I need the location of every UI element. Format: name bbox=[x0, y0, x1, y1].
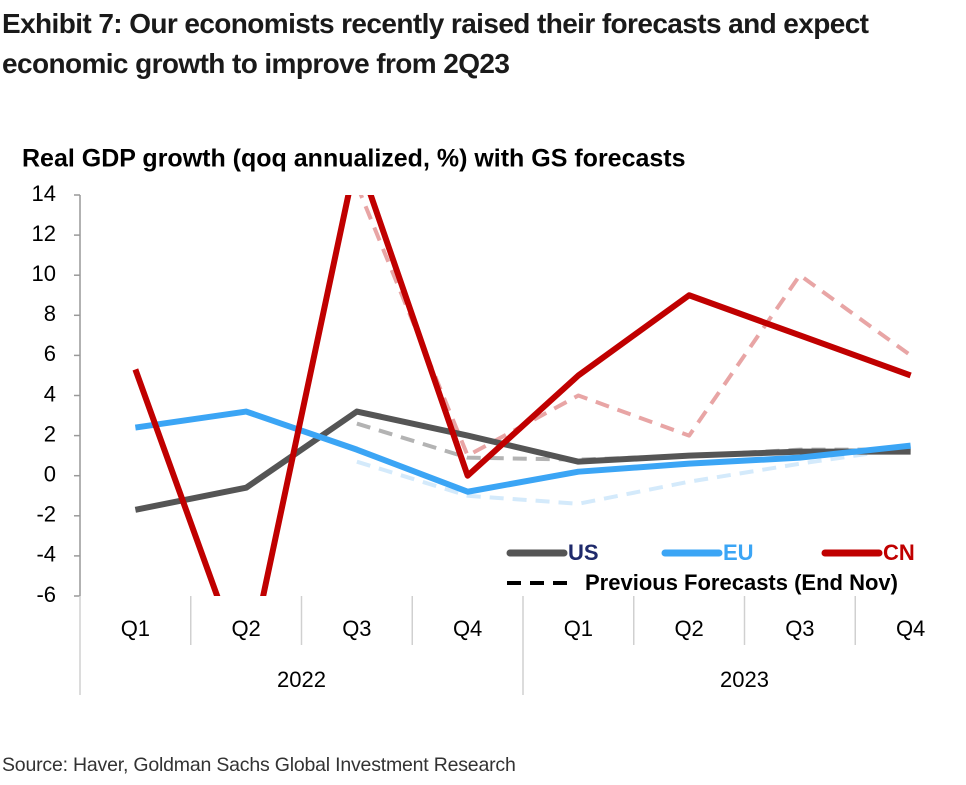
legend-label: CN bbox=[883, 540, 915, 565]
legend-label: US bbox=[568, 540, 599, 565]
x-tick-label: Q2 bbox=[674, 616, 703, 641]
y-tick-label: -6 bbox=[36, 582, 56, 607]
chart: Real GDP growth (qoq annualized, %) with… bbox=[22, 145, 925, 695]
chart-subtitle: Real GDP growth (qoq annualized, %) with… bbox=[22, 145, 686, 173]
y-tick-label: 8 bbox=[44, 301, 56, 326]
x-tick-label: Q2 bbox=[231, 616, 260, 641]
previous-forecast-line bbox=[358, 195, 912, 458]
y-tick-label: 2 bbox=[44, 421, 56, 446]
y-tick-label: 4 bbox=[44, 381, 56, 406]
series-line bbox=[132, 195, 912, 596]
series-line bbox=[134, 408, 911, 495]
series-line bbox=[134, 408, 911, 513]
y-tick-label: 10 bbox=[32, 261, 56, 286]
y-tick-label: -2 bbox=[36, 502, 56, 527]
x-tick-label: Q1 bbox=[564, 616, 593, 641]
legend-label: Previous Forecasts (End Nov) bbox=[585, 570, 898, 595]
group-label: 2022 bbox=[277, 667, 326, 692]
x-tick-label: Q1 bbox=[121, 616, 150, 641]
previous-forecast-line bbox=[356, 445, 911, 506]
y-tick-label: 0 bbox=[44, 462, 56, 487]
y-tick-label: -4 bbox=[36, 542, 56, 567]
x-tick-label: Q3 bbox=[785, 616, 814, 641]
y-tick-label: 14 bbox=[32, 181, 56, 206]
source: Source: Haver, Goldman Sachs Global Inve… bbox=[2, 754, 516, 776]
x-tick-label: Q4 bbox=[896, 616, 925, 641]
x-tick-label: Q4 bbox=[453, 616, 482, 641]
title: Exhibit 7: Our economists recently raise… bbox=[2, 8, 869, 79]
group-label: 2023 bbox=[720, 667, 769, 692]
legend-label: EU bbox=[723, 540, 754, 565]
y-tick-label: 12 bbox=[32, 221, 56, 246]
plot-area bbox=[132, 195, 912, 596]
y-tick-label: 6 bbox=[44, 341, 56, 366]
x-tick-label: Q3 bbox=[342, 616, 371, 641]
